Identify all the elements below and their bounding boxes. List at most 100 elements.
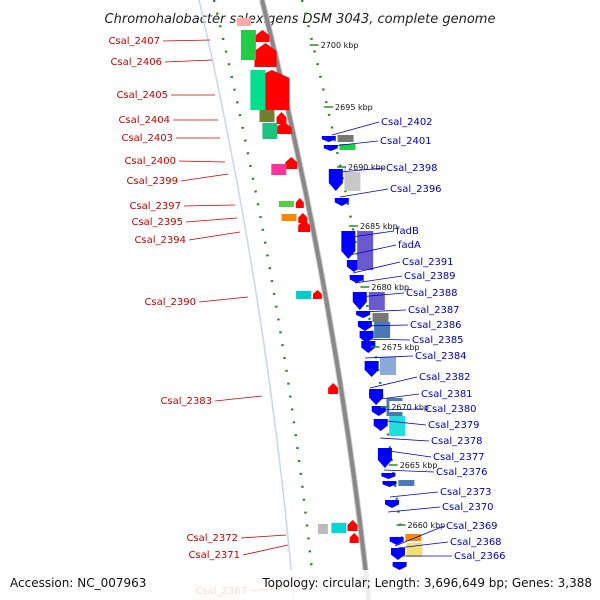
gene-box xyxy=(374,322,391,338)
left-gene-label: Csal_2390 xyxy=(144,297,196,308)
left-gene-label: Csal_2372 xyxy=(186,533,238,544)
left-leader-line xyxy=(162,39,211,42)
right-leader-line xyxy=(389,491,439,498)
gene-box xyxy=(262,123,278,139)
kbp-label: 2670 kbp xyxy=(391,403,429,412)
forward-gene-arrow xyxy=(312,290,322,299)
reverse-gene-arrow xyxy=(361,341,376,353)
right-gene-label: Csal_2379 xyxy=(428,420,480,431)
right-leader-line xyxy=(377,419,427,426)
gene-box xyxy=(372,313,389,322)
reverse-gene-arrow xyxy=(389,537,404,545)
kbp-label: 2685 kbp xyxy=(360,222,398,231)
reverse-gene-arrow xyxy=(341,231,356,259)
reverse-gene-arrow xyxy=(349,275,364,283)
gene-box xyxy=(339,144,356,150)
left-gene-label: Csal_2383 xyxy=(160,396,212,407)
reverse-gene-arrow xyxy=(328,169,343,191)
forward-gene-arrow xyxy=(276,112,287,124)
forward-gene-arrow xyxy=(347,520,358,531)
right-leader-line xyxy=(371,393,420,401)
feature-layer xyxy=(236,18,423,570)
right-leader-line xyxy=(379,437,430,442)
left-leader-line xyxy=(214,395,263,402)
kbp-label: 2695 kbp xyxy=(335,103,373,112)
reverse-gene-arrow xyxy=(323,145,338,151)
right-gene-label: fadA xyxy=(398,240,421,251)
kbp-label-bg xyxy=(333,101,376,112)
reverse-gene-arrow xyxy=(390,548,405,560)
gene-box xyxy=(368,292,385,310)
forward-gene-arrow xyxy=(285,157,298,169)
right-leader-line xyxy=(387,506,441,513)
left-gene-label: Csal_2407 xyxy=(108,36,160,47)
gene-box xyxy=(240,30,256,60)
right-leader-line xyxy=(331,140,379,147)
left-leader-line xyxy=(198,296,249,303)
right-gene-label: Csal_2396 xyxy=(390,184,442,195)
right-leader-line xyxy=(394,525,445,547)
kbp-label-bg xyxy=(397,459,440,470)
forward-gene-arrow xyxy=(298,220,311,232)
left-leader-line xyxy=(180,173,229,182)
gene-box xyxy=(281,214,297,221)
reverse-gene-arrow xyxy=(369,389,384,405)
right-gene-label: Csal_2384 xyxy=(415,351,467,362)
right-leader-line xyxy=(339,167,385,173)
forward-gene-arrow xyxy=(295,198,304,208)
right-gene-label: Csal_2382 xyxy=(419,372,471,383)
right-leader-line xyxy=(383,469,435,473)
right-gene-label: Csal_2377 xyxy=(433,452,485,463)
kbp-label: 2680 kbp xyxy=(371,283,409,292)
right-gene-label: Csal_2366 xyxy=(454,551,506,562)
gene-box xyxy=(236,18,251,26)
reverse-gene-arrow xyxy=(382,481,397,487)
right-gene-label: Csal_2401 xyxy=(380,136,432,147)
left-gene-label: Csal_2405 xyxy=(116,90,168,101)
right-gene-label: Csal_2391 xyxy=(402,257,454,268)
gene-box xyxy=(389,416,406,436)
left-gene-label: Csal_2399 xyxy=(126,176,178,187)
reverse-gene-arrow xyxy=(373,419,388,431)
gene-box xyxy=(271,164,287,175)
forward-gene-arrow xyxy=(255,30,270,42)
right-gene-label: Csal_2386 xyxy=(410,320,462,331)
left-leader-line xyxy=(240,534,287,539)
left-leader-line xyxy=(164,59,213,63)
left-gene-label: Csal_2397 xyxy=(129,201,181,212)
kbp-label-bg xyxy=(369,281,412,292)
right-gene-label: Csal_2380 xyxy=(425,404,477,415)
gene-box xyxy=(296,291,312,299)
map-title: Chromohalobacter salexigens DSM 3043, co… xyxy=(105,12,496,27)
left-tick-ring xyxy=(212,0,317,600)
right-gene-label: Csal_2385 xyxy=(412,335,464,346)
gene-box xyxy=(259,110,275,122)
right-leader-line xyxy=(331,121,380,136)
reverse-gene-arrow xyxy=(377,448,392,468)
left-gene-label: Csal_2395 xyxy=(131,217,183,228)
right-leader-line xyxy=(359,324,409,327)
outer-ring xyxy=(198,0,295,600)
right-gene-label: Csal_2376 xyxy=(436,467,488,478)
reverse-gene-arrow xyxy=(352,292,367,310)
left-gene-label: Csal_2371 xyxy=(188,550,240,561)
left-gene-label: Csal_2406 xyxy=(110,57,162,68)
left-leader-line xyxy=(242,544,289,556)
kbp-label: 2675 kbp xyxy=(382,343,420,352)
footer-band xyxy=(0,570,600,600)
kbp-label-bg xyxy=(346,161,389,172)
left-leader-line xyxy=(185,217,238,223)
kbp-marks: 2700 kbp 2695 kbp 2690 kbp 2685 kbp 2680 kbp… xyxy=(309,39,448,530)
accession-text: Accession: NC_007963 xyxy=(10,576,146,590)
right-leader-line xyxy=(339,188,389,198)
right-gene-label: Csal_2378 xyxy=(431,436,483,447)
kbp-label: 2665 kbp xyxy=(400,461,438,470)
right-gene-label: Csal_2402 xyxy=(381,117,433,128)
left-gene-label: Csal_2403 xyxy=(121,133,173,144)
gene-box xyxy=(331,523,347,533)
gene-box xyxy=(344,167,361,191)
forward-gene-arrow xyxy=(275,122,292,134)
left-gene-labels: Csal_2407 Csal_2406 Csal_2405 Csal_2404 Csal… xyxy=(108,36,296,597)
right-leader-line xyxy=(369,376,418,389)
